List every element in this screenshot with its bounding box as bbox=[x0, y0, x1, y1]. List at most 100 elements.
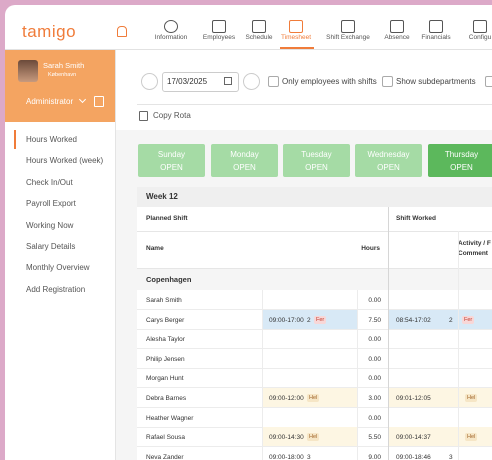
day-status: OPEN bbox=[450, 163, 473, 172]
shift-highlight bbox=[389, 309, 492, 329]
day-box[interactable]: Tuesday OPEN bbox=[283, 144, 350, 177]
day-name: Monday bbox=[230, 150, 259, 159]
planned-count: 3 bbox=[307, 453, 311, 460]
employee-name[interactable]: Rafael Sousa bbox=[146, 434, 186, 442]
worked-shift[interactable]: 09:00-18:46 bbox=[396, 453, 431, 460]
planned-shift[interactable]: 09:00-17:00 bbox=[269, 316, 304, 324]
nav-icon[interactable] bbox=[212, 20, 226, 33]
day-box[interactable]: Thursday OPEN bbox=[428, 144, 492, 177]
logo: tamigo bbox=[22, 22, 77, 41]
col-activity: Activity / F bbox=[458, 240, 491, 247]
row-border bbox=[137, 426, 492, 428]
day-name: Thursday bbox=[444, 150, 479, 159]
week-label: Week 12 bbox=[146, 192, 178, 201]
nav-item[interactable]: Configu bbox=[468, 34, 492, 41]
avatar bbox=[18, 60, 38, 82]
employee-name[interactable]: Neva Zander bbox=[146, 453, 184, 460]
hours: 7.50 bbox=[368, 316, 381, 324]
day-box[interactable]: Wednesday OPEN bbox=[355, 144, 422, 177]
group-row bbox=[137, 269, 492, 290]
day-box[interactable]: Monday OPEN bbox=[211, 144, 278, 177]
date-value: 17/03/2025 bbox=[167, 77, 208, 86]
employee-name[interactable]: Philip Jensen bbox=[146, 355, 185, 363]
nav-icon[interactable] bbox=[473, 20, 487, 33]
row-border bbox=[137, 268, 492, 269]
activity-tag: Hel bbox=[307, 394, 320, 402]
row-border bbox=[137, 387, 492, 389]
sidebar-item[interactable]: Check In/Out bbox=[26, 177, 73, 187]
planned-shift[interactable]: 09:00-14:30 bbox=[269, 434, 304, 442]
copy-rota[interactable]: Copy Rota bbox=[153, 111, 191, 120]
app-window: tamigo Information Employees Schedule Timesh… bbox=[5, 5, 492, 460]
worked-shift[interactable]: 09:01-12:05 bbox=[396, 395, 431, 402]
sidebar-item[interactable]: Working Now bbox=[26, 220, 74, 230]
hours: 0.00 bbox=[368, 355, 381, 363]
hours: 9.00 bbox=[368, 453, 381, 460]
worked-count: 3 bbox=[449, 453, 453, 460]
row-border bbox=[137, 328, 492, 330]
day-name: Sunday bbox=[157, 150, 186, 159]
sidebar-item[interactable]: Payroll Export bbox=[26, 199, 76, 209]
calendar-icon bbox=[224, 77, 232, 85]
sidebar-item[interactable]: Monthly Overview bbox=[26, 263, 90, 273]
user-location: København bbox=[48, 72, 77, 78]
sidebar-item[interactable]: Hours Worked bbox=[26, 135, 77, 144]
nav-item[interactable]: Timesheet bbox=[280, 34, 312, 41]
employee-name[interactable]: Sarah Smith bbox=[146, 297, 182, 304]
date-input[interactable] bbox=[162, 72, 239, 92]
copy-icon[interactable] bbox=[139, 111, 148, 121]
nav-icon[interactable] bbox=[289, 20, 303, 33]
next-button[interactable] bbox=[243, 73, 260, 90]
logout-icon[interactable] bbox=[94, 96, 104, 107]
user-role[interactable]: Administrator bbox=[26, 97, 74, 106]
hours: 0.00 bbox=[368, 375, 381, 383]
sidebar-active-bar bbox=[14, 130, 16, 149]
bell-icon[interactable] bbox=[117, 26, 127, 37]
hours: 0.00 bbox=[368, 414, 381, 422]
planned-shift[interactable]: 09:00-12:00 bbox=[269, 395, 304, 402]
shift-highlight bbox=[389, 427, 492, 447]
activity-tag: Hel bbox=[465, 394, 478, 402]
day-name: Wednesday bbox=[367, 150, 410, 159]
activity-tag: Hel bbox=[307, 433, 320, 442]
sidebar-item[interactable]: Hours Worked (week) bbox=[26, 156, 104, 166]
employee-name[interactable]: Carys Berger bbox=[146, 316, 185, 324]
hours: 0.00 bbox=[368, 336, 381, 344]
employee-name[interactable]: Morgan Hunt bbox=[146, 375, 184, 383]
row-border bbox=[137, 407, 492, 408]
group-label: Copenhagen bbox=[146, 275, 192, 284]
employee-name[interactable]: Alesha Taylor bbox=[146, 336, 185, 344]
nav-icon[interactable] bbox=[429, 20, 443, 33]
nav-icon[interactable] bbox=[252, 20, 266, 33]
day-status: OPEN bbox=[377, 163, 400, 172]
worked-shift[interactable]: 08:54-17:02 bbox=[396, 316, 431, 324]
shift-highlight bbox=[389, 388, 492, 407]
sidebar-item[interactable]: Add Registration bbox=[26, 284, 86, 294]
nav-item[interactable]: Financials bbox=[421, 34, 451, 41]
filter-label[interactable]: Only employees with shifts bbox=[282, 77, 377, 86]
checkbox[interactable] bbox=[268, 76, 279, 87]
sidebar-item[interactable]: Salary Details bbox=[26, 242, 76, 251]
employee-name[interactable]: Heather Wagner bbox=[146, 414, 194, 422]
nav-item[interactable]: Shift Exchange bbox=[326, 34, 370, 41]
row-border bbox=[137, 348, 492, 350]
col-hours: Hours bbox=[361, 245, 380, 252]
checkbox[interactable] bbox=[382, 76, 393, 87]
nav-item[interactable]: Information bbox=[154, 34, 188, 41]
filter-label[interactable]: Show subdepartments bbox=[396, 77, 476, 86]
activity-tag: Fer bbox=[462, 315, 475, 324]
prev-button[interactable] bbox=[141, 73, 158, 90]
column-divider bbox=[458, 231, 459, 460]
nav-icon[interactable] bbox=[390, 20, 404, 33]
nav-icon[interactable] bbox=[164, 20, 178, 33]
worked-header: Shift Worked bbox=[396, 215, 436, 222]
day-box[interactable]: Sunday OPEN bbox=[138, 144, 205, 177]
planned-shift[interactable]: 09:00-18:00 bbox=[269, 453, 304, 460]
nav-icon[interactable] bbox=[341, 20, 355, 33]
nav-item[interactable]: Absence bbox=[384, 34, 410, 41]
nav-item[interactable]: Employees bbox=[202, 34, 236, 41]
nav-item[interactable]: Schedule bbox=[245, 34, 273, 41]
worked-shift[interactable]: 09:00-14:37 bbox=[396, 434, 431, 442]
employee-name[interactable]: Debra Barnes bbox=[146, 395, 187, 402]
checkbox[interactable] bbox=[485, 76, 492, 87]
